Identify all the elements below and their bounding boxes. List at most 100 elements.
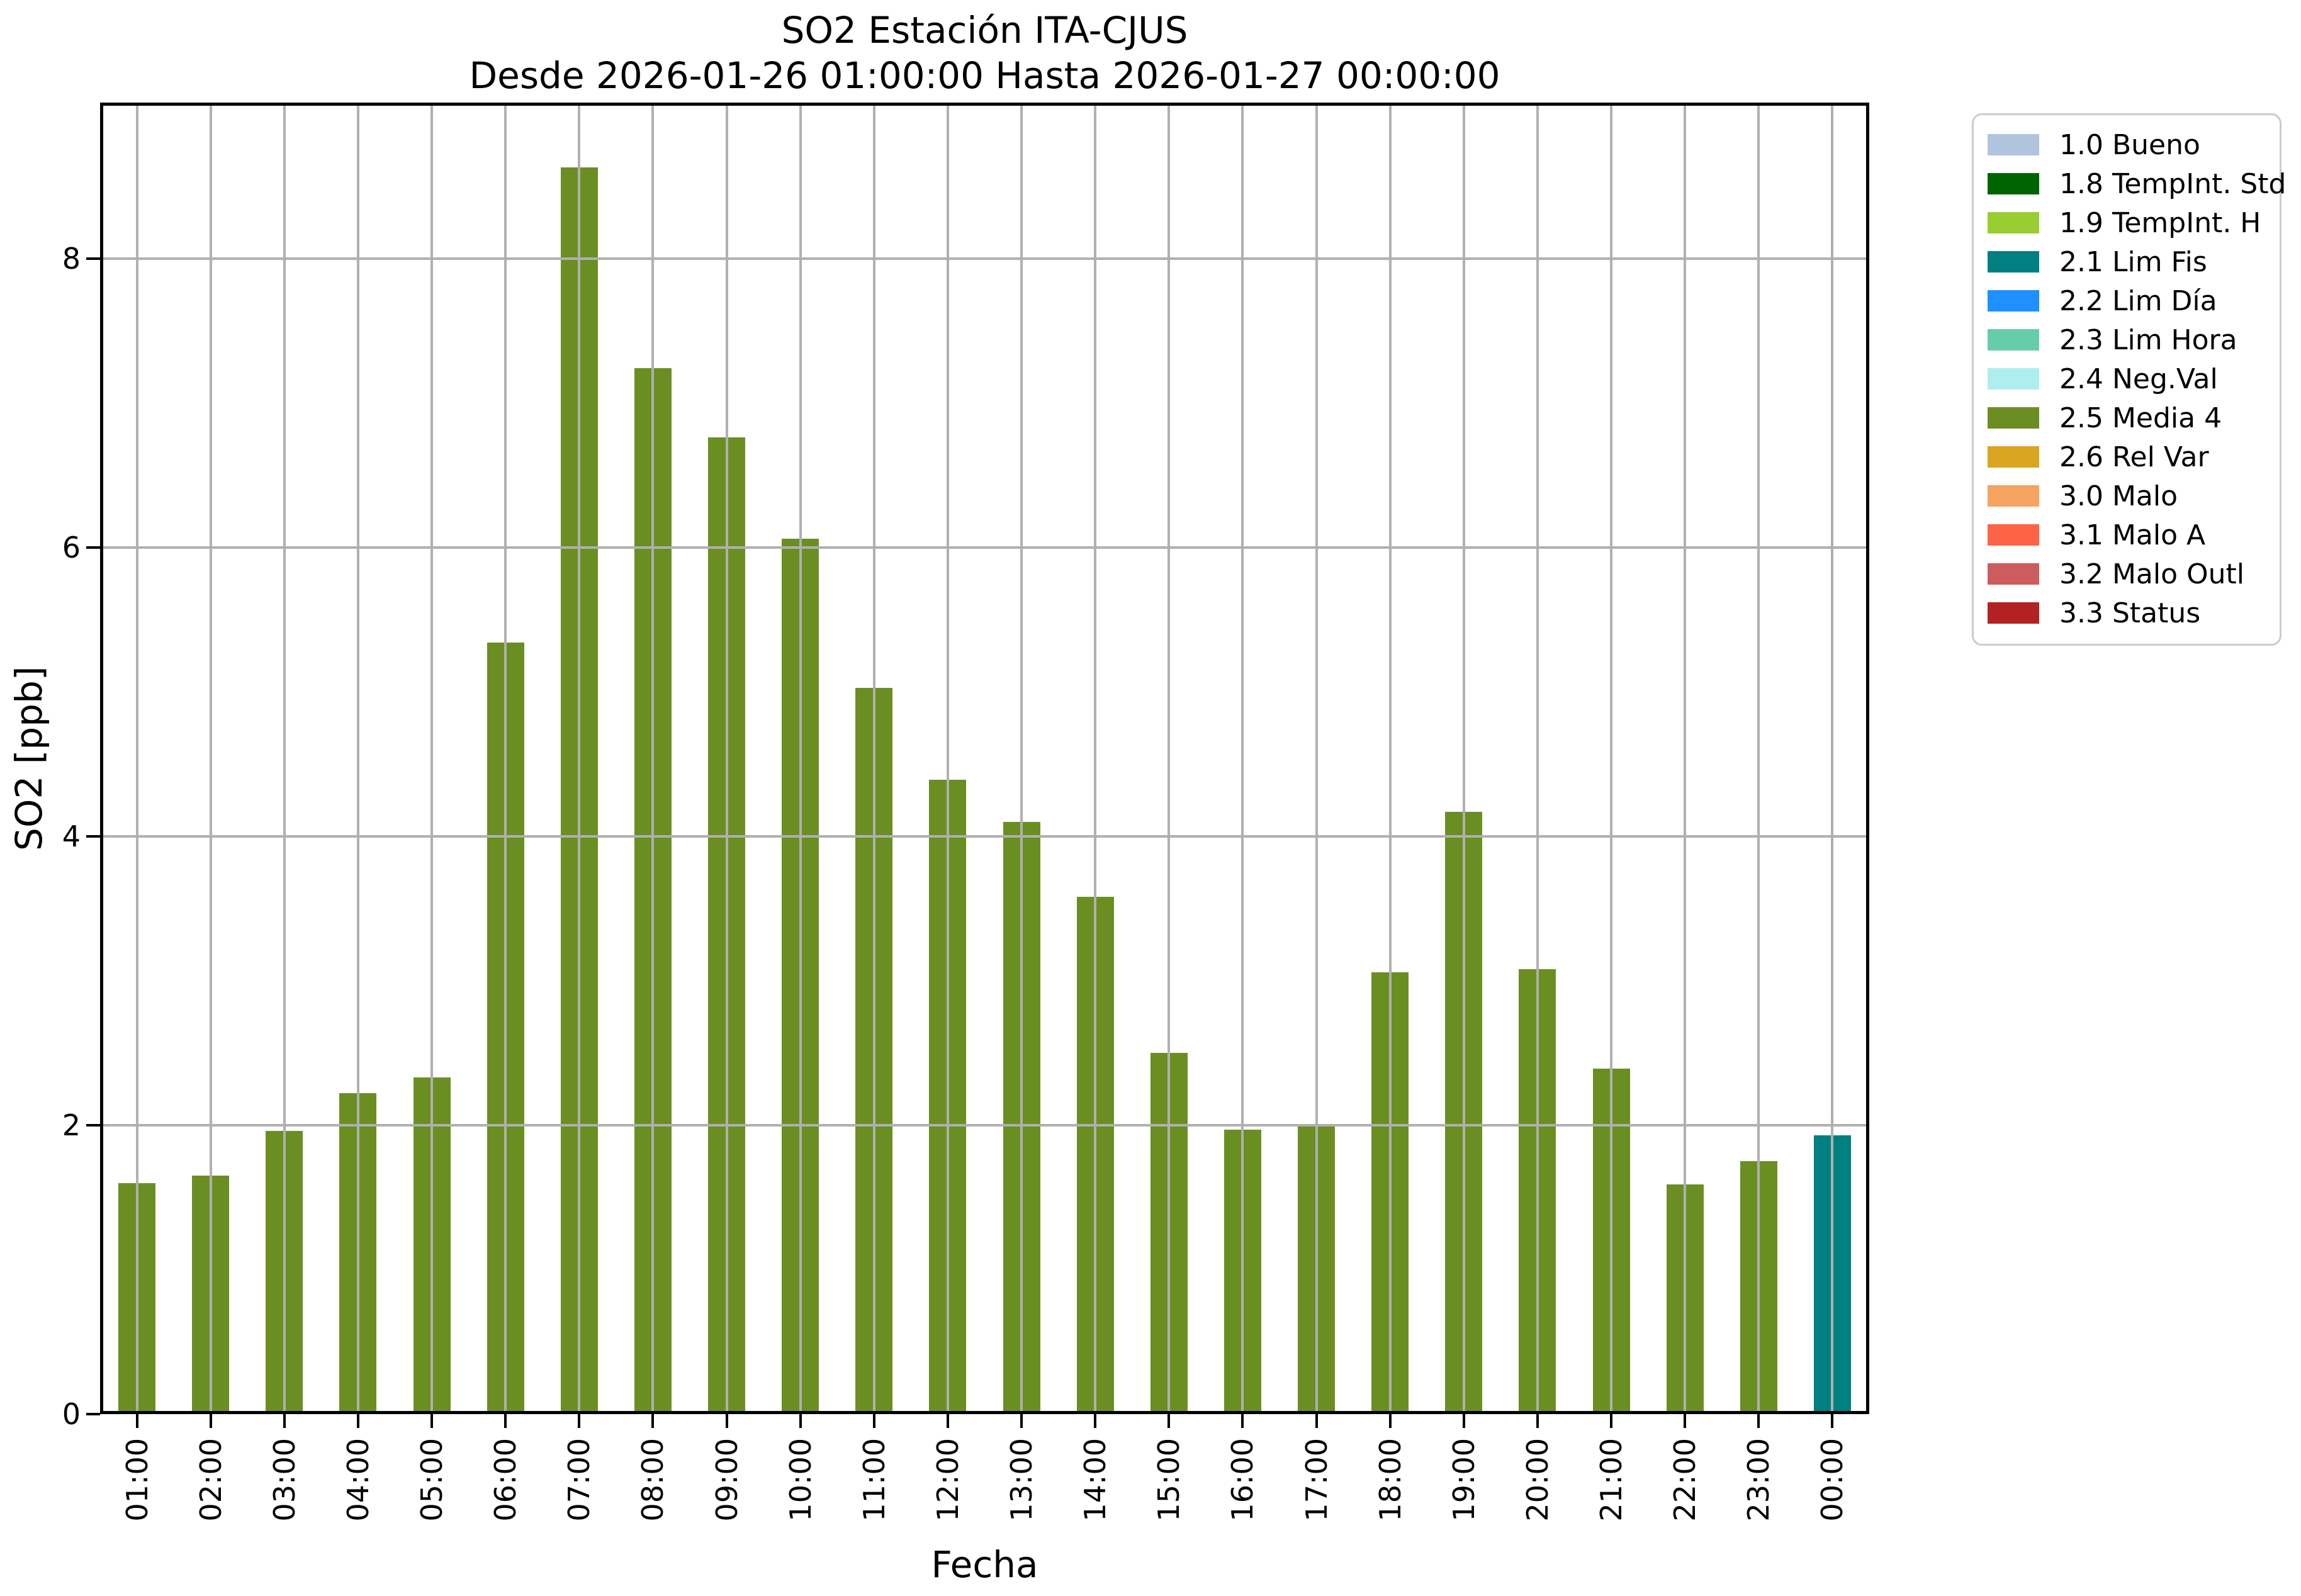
legend-label: 3.3 Status: [2059, 597, 2201, 629]
chart-title: SO2 Estación ITA-CJUS: [781, 9, 1188, 52]
x-tick-label: 14:00: [1078, 1438, 1113, 1522]
x-tick-label: 02:00: [193, 1438, 228, 1522]
legend-label: 2.5 Media 4: [2059, 402, 2222, 434]
x-tick: [1315, 1414, 1318, 1428]
gridline-vertical: [1094, 103, 1097, 1414]
legend-item: 2.6 Rel Var: [1974, 437, 2280, 476]
x-tick: [283, 1414, 286, 1428]
legend-swatch: [1988, 212, 2039, 233]
legend-item: 3.3 Status: [1974, 593, 2280, 632]
legend-label: 2.4 Neg.Val: [2059, 362, 2218, 395]
x-tick: [1094, 1414, 1097, 1428]
chart-title-block: SO2 Estación ITA-CJUS Desde 2026-01-26 0…: [100, 8, 1869, 98]
y-tick: [86, 1123, 100, 1127]
x-tick: [1536, 1414, 1539, 1428]
gridline-vertical: [799, 103, 802, 1414]
x-tick: [946, 1414, 949, 1428]
legend-swatch: [1988, 446, 2039, 468]
y-tick: [86, 1413, 100, 1415]
x-tick: [872, 1414, 875, 1428]
legend-item: 3.0 Malo: [1974, 476, 2280, 515]
gridline-vertical: [209, 103, 212, 1414]
x-tick: [1241, 1414, 1244, 1428]
gridline-horizontal: [100, 835, 1869, 838]
gridline-vertical: [430, 103, 434, 1414]
x-tick-label: 19:00: [1446, 1438, 1481, 1522]
gridline-horizontal: [100, 1123, 1869, 1127]
gridline-vertical: [356, 103, 359, 1414]
y-tick-label: 4: [62, 819, 81, 853]
legend-label: 2.1 Lim Fis: [2059, 245, 2207, 278]
legend-item: 2.2 Lim Día: [1974, 281, 2280, 320]
legend-item: 3.1 Malo A: [1974, 515, 2280, 554]
legend-label: 1.8 TempInt. Std: [2059, 167, 2287, 200]
x-tick-label: 20:00: [1520, 1438, 1555, 1522]
x-tick-label: 12:00: [930, 1438, 965, 1522]
legend-label: 2.2 Lim Día: [2059, 284, 2217, 317]
legend-swatch: [1988, 290, 2039, 312]
gridline-vertical: [1536, 103, 1539, 1414]
gridline-vertical: [135, 103, 138, 1414]
x-tick-label: 16:00: [1225, 1438, 1260, 1522]
gridline-vertical: [578, 103, 581, 1414]
gridline-horizontal: [100, 257, 1869, 260]
x-tick: [1757, 1414, 1760, 1428]
legend-swatch: [1988, 524, 2039, 546]
x-tick-label: 08:00: [636, 1438, 670, 1522]
x-tick: [1388, 1414, 1392, 1428]
y-tick-label: 0: [62, 1397, 81, 1431]
legend-item: 2.1 Lim Fis: [1974, 242, 2280, 281]
x-tick-label: 13:00: [1004, 1438, 1039, 1522]
gridline-vertical: [1315, 103, 1318, 1414]
x-tick-label: 11:00: [857, 1438, 891, 1522]
gridline-vertical: [1610, 103, 1613, 1414]
x-tick: [209, 1414, 212, 1428]
legend-swatch: [1988, 563, 2039, 585]
y-tick-label: 8: [62, 241, 81, 276]
legend-item: 2.4 Neg.Val: [1974, 359, 2280, 398]
x-tick-label: 09:00: [709, 1438, 744, 1522]
y-tick-label: 2: [62, 1108, 81, 1142]
legend-label: 1.9 TempInt. H: [2059, 206, 2261, 239]
x-tick-label: 06:00: [488, 1438, 523, 1522]
legend-swatch: [1988, 251, 2039, 273]
legend-item: 1.8 TempInt. Std: [1974, 164, 2286, 203]
gridline-vertical: [1684, 103, 1687, 1414]
legend-label: 1.0 Bueno: [2059, 128, 2200, 161]
x-tick-label: 04:00: [340, 1438, 375, 1522]
y-tick-label: 6: [62, 530, 81, 565]
x-tick: [578, 1414, 581, 1428]
legend-item: 1.9 TempInt. H: [1974, 203, 2280, 242]
y-tick: [86, 835, 100, 838]
gridline-horizontal: [100, 546, 1869, 549]
legend-swatch: [1988, 368, 2039, 390]
gridline-vertical: [1241, 103, 1244, 1414]
legend-label: 3.2 Malo Outl: [2059, 558, 2245, 590]
x-tick: [1684, 1414, 1687, 1428]
x-tick-label: 17:00: [1299, 1438, 1334, 1522]
legend-label: 2.6 Rel Var: [2059, 441, 2209, 473]
gridline-vertical: [651, 103, 655, 1414]
legend-swatch: [1988, 602, 2039, 624]
x-axis-label: Fecha: [931, 1543, 1038, 1586]
x-tick: [1831, 1414, 1834, 1428]
gridline-vertical: [504, 103, 507, 1414]
legend: 1.0 Bueno 1.8 TempInt. Std 1.9 TempInt. H 2…: [1972, 113, 2286, 646]
legend-item: 3.2 Malo Outl: [1974, 554, 2280, 593]
x-tick-label: 00:00: [1815, 1438, 1850, 1522]
y-tick: [86, 546, 100, 549]
gridline-vertical: [1831, 103, 1834, 1414]
plot-area: [100, 103, 1869, 1414]
x-tick-label: 23:00: [1741, 1438, 1776, 1522]
gridline-vertical: [1167, 103, 1171, 1414]
gridline-vertical: [946, 103, 949, 1414]
x-tick-label: 07:00: [562, 1438, 597, 1522]
x-tick: [504, 1414, 507, 1428]
x-tick: [1167, 1414, 1171, 1428]
gridline-vertical: [725, 103, 728, 1414]
x-tick: [1020, 1414, 1023, 1428]
x-tick-label: 21:00: [1594, 1438, 1629, 1522]
gridline-vertical: [872, 103, 875, 1414]
x-tick-label: 18:00: [1373, 1438, 1407, 1522]
legend-swatch: [1988, 134, 2039, 155]
